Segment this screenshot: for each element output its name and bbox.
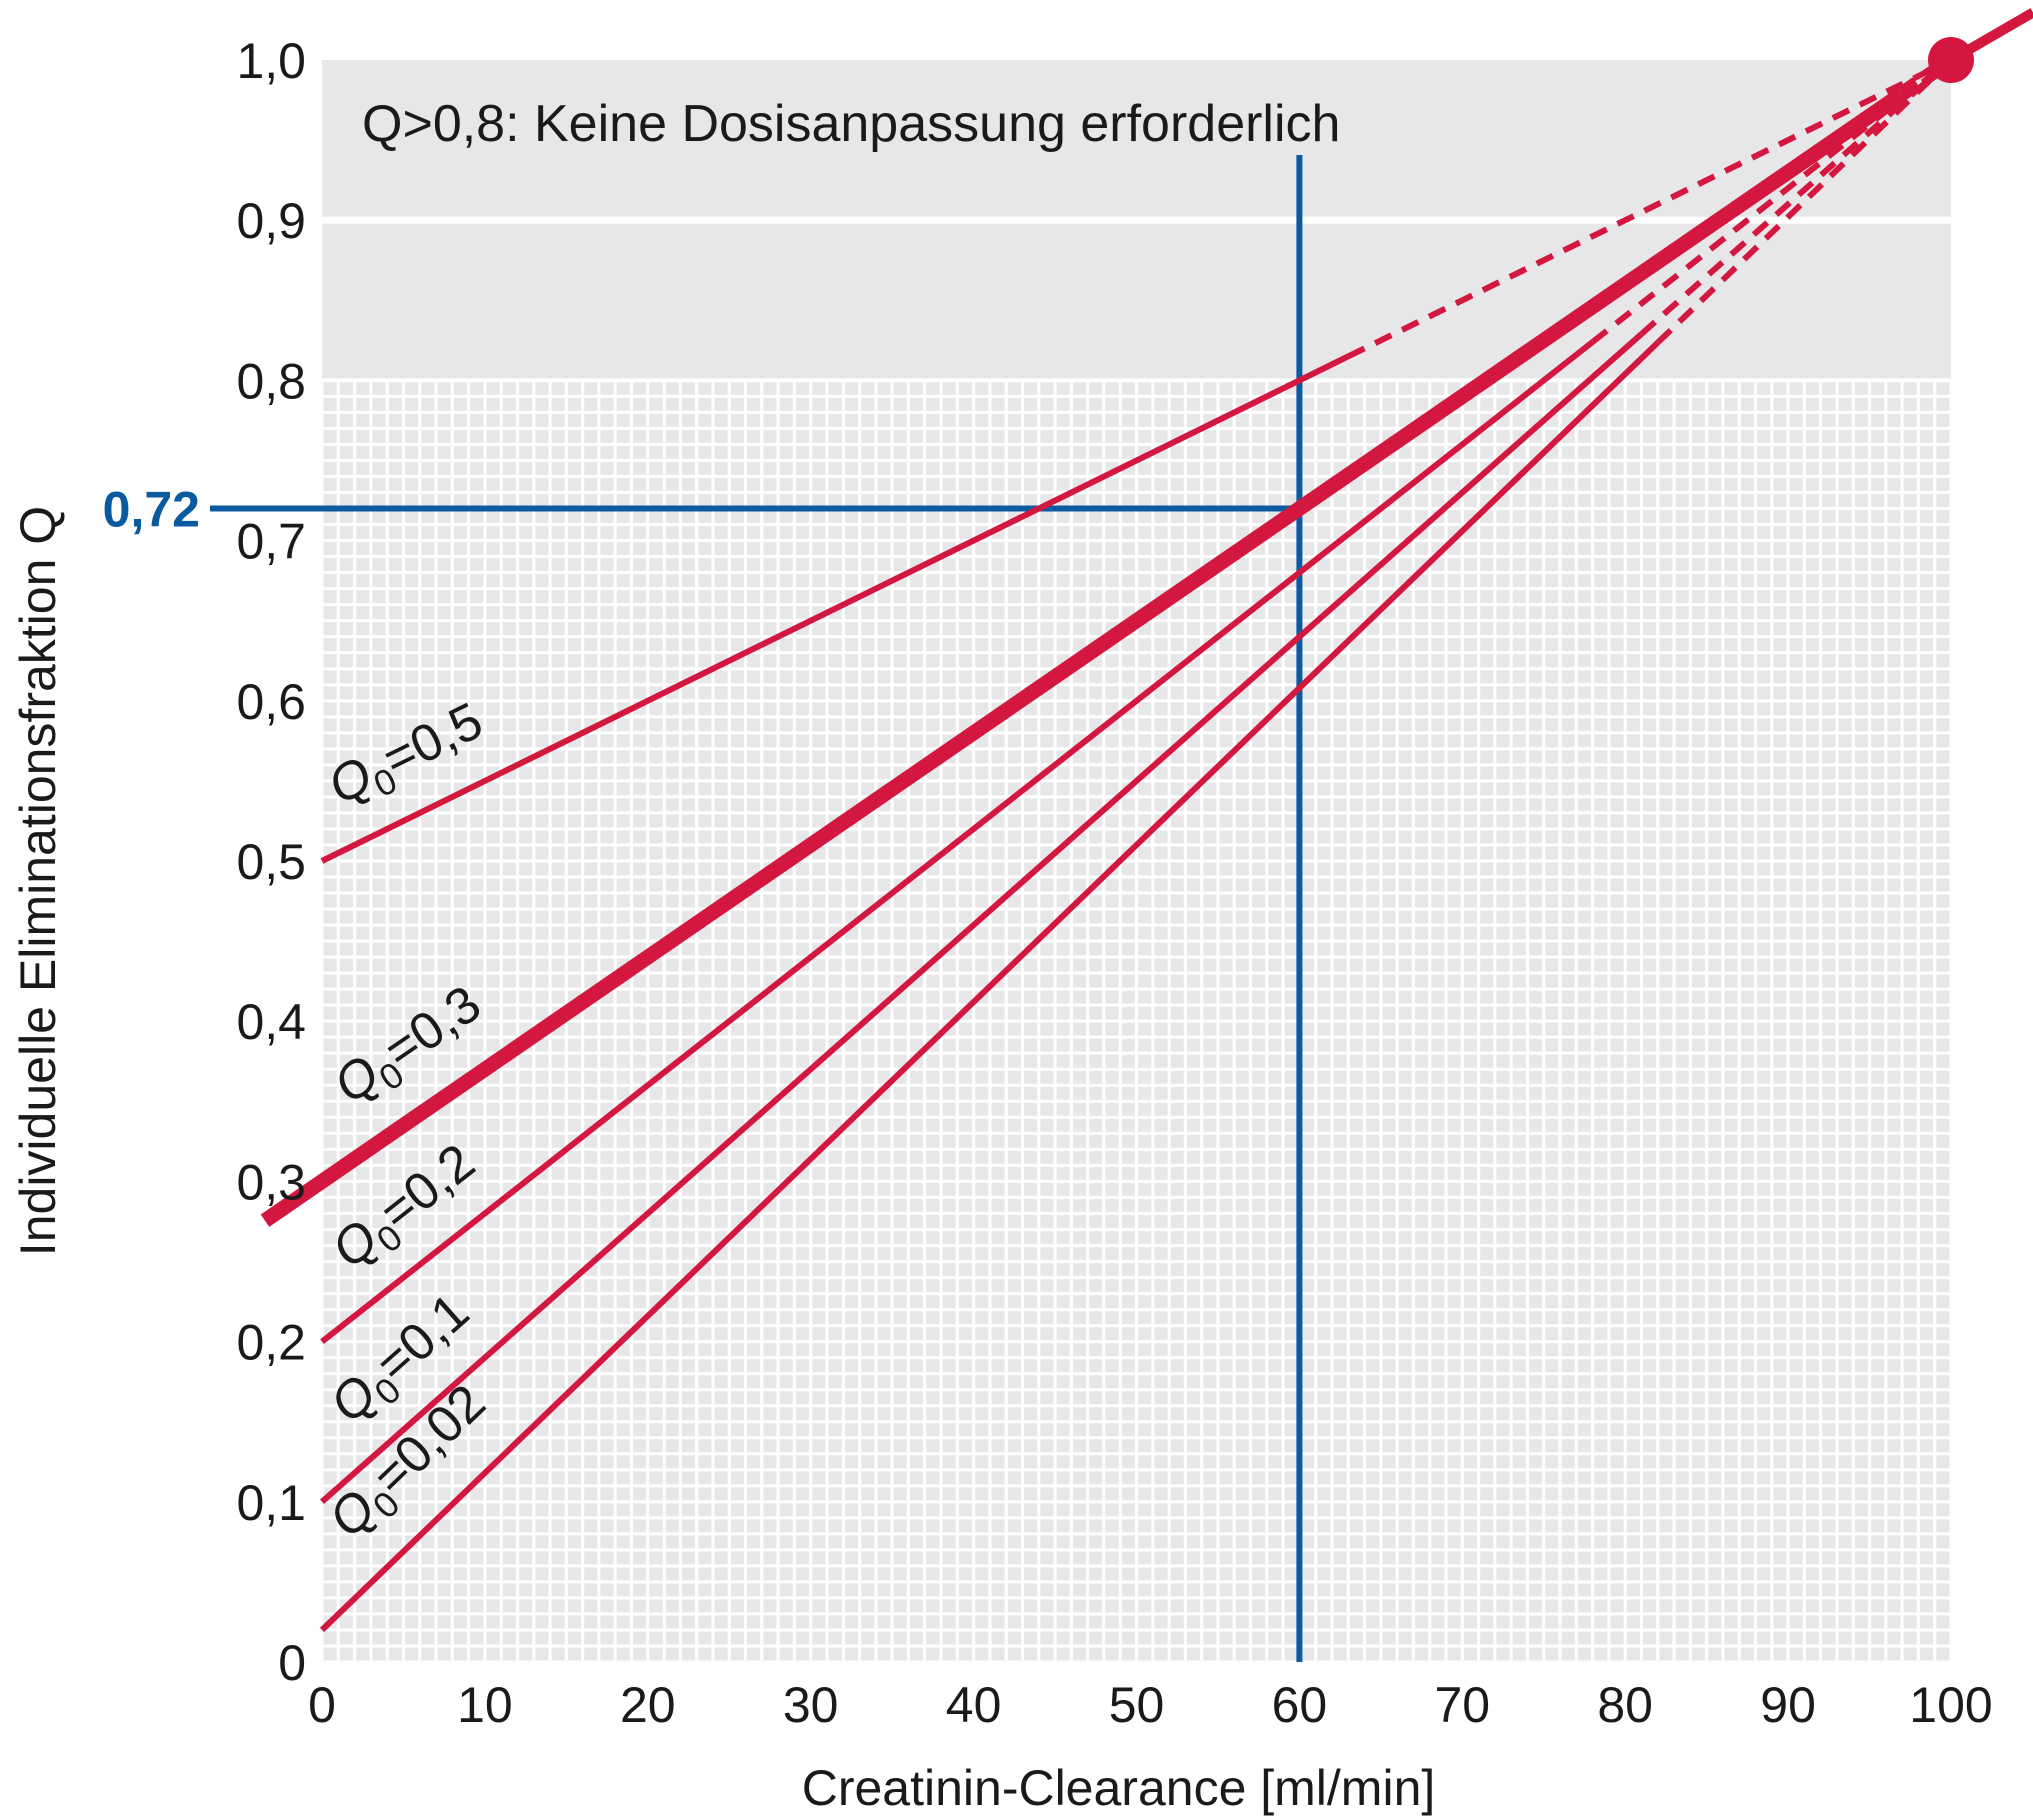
- y-tick-label: 0: [278, 1635, 306, 1691]
- grid: [320, 60, 1953, 1664]
- x-tick-label: 80: [1597, 1677, 1653, 1733]
- x-tick-label: 90: [1760, 1677, 1816, 1733]
- series-lines: [260, 8, 2033, 1633]
- x-axis-title: Creatinin-Clearance [ml/min]: [802, 1760, 1436, 1816]
- y-tick-label: 0,8: [236, 353, 306, 409]
- reference-value-label: 0,72: [103, 482, 200, 538]
- x-tick-label: 70: [1434, 1677, 1490, 1733]
- x-tick-label: 60: [1272, 1677, 1328, 1733]
- y-tick-label: 0,9: [236, 193, 306, 249]
- series-line-3: [320, 331, 1644, 1505]
- x-tick-label: 100: [1909, 1677, 1992, 1733]
- y-axis-title: Individuelle Eliminationsfraktion Q: [10, 506, 66, 1256]
- y-tick-label: 0,4: [236, 994, 306, 1050]
- y-tick-label: 0,7: [236, 514, 306, 570]
- y-tick-label: 0,5: [236, 834, 306, 890]
- endpoint-dot: [1928, 37, 1974, 83]
- x-tick-label: 0: [308, 1677, 336, 1733]
- series-extension-2: [1590, 57, 1953, 345]
- series-line-1: [260, 87, 1907, 1227]
- y-tick-label: 0,6: [236, 674, 306, 730]
- y-tick-label: 0,1: [236, 1475, 306, 1531]
- series-extension-1: [1897, 53, 1956, 100]
- y-tick-label: 0,3: [236, 1154, 306, 1210]
- x-tick-label: 10: [457, 1677, 513, 1733]
- series-line-4: [319, 340, 1660, 1633]
- x-tick-label: 50: [1109, 1677, 1165, 1733]
- x-tick-label: 30: [783, 1677, 839, 1733]
- series-extension-4: [1655, 57, 1954, 345]
- x-tick-label: 20: [620, 1677, 676, 1733]
- series-line-2: [320, 339, 1595, 1344]
- reference-lines: [210, 155, 1303, 1662]
- series-line-0: [320, 353, 1350, 864]
- axis-ticks: 0 10 20 30 40 50 60 70 80 90 100 0 0,1 0,2 0,3 0,4 0,5 0,…: [236, 33, 1992, 1733]
- y-tick-label: 1,0: [236, 33, 306, 89]
- series-extension-0: [1346, 57, 1953, 360]
- x-tick-label: 40: [946, 1677, 1002, 1733]
- y-tick-label: 0,2: [236, 1315, 306, 1371]
- shaded-zone-label: Q>0,8: Keine Dosisanpassung erforderlich: [362, 95, 1340, 153]
